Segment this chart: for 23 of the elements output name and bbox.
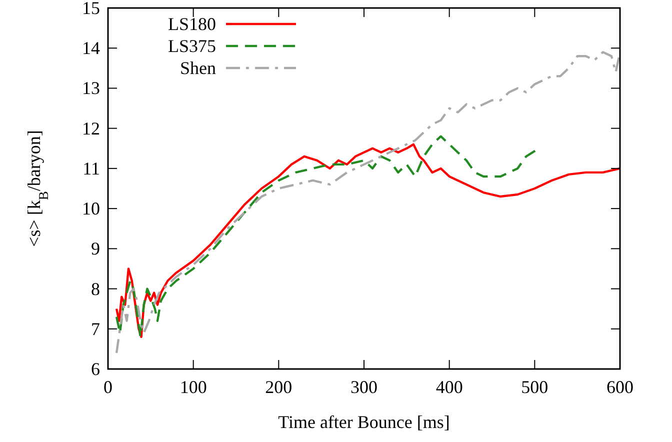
x-tick-label: 400 [436,377,463,397]
x-tick-label: 0 [104,377,112,397]
x-tick-label: 100 [180,377,207,397]
legend-label: LS375 [168,36,216,56]
y-tick-label: 14 [82,38,100,58]
y-tick-label: 7 [91,318,100,339]
y-tick-label: 15 [82,0,100,18]
y-tick-label: 10 [82,198,100,219]
x-tick-label: 300 [350,377,378,397]
y-tick-label: 9 [91,238,100,259]
legend-label: Shen [180,58,216,78]
line-series [115,51,622,354]
y-tick-label: 11 [82,158,100,178]
x-axis-title: Time after Bounce [ms] [278,412,450,432]
line-series [115,143,622,338]
y-tick-label: 8 [91,278,100,299]
y-tick-label: 12 [82,118,100,138]
x-tick-label: 200 [265,377,292,397]
x-tick-label: 600 [606,377,634,397]
legend-label: LS180 [168,14,216,34]
x-tick-label: 500 [521,377,548,397]
y-tick-label: 6 [91,359,100,379]
y-tick-label: 13 [82,78,100,98]
